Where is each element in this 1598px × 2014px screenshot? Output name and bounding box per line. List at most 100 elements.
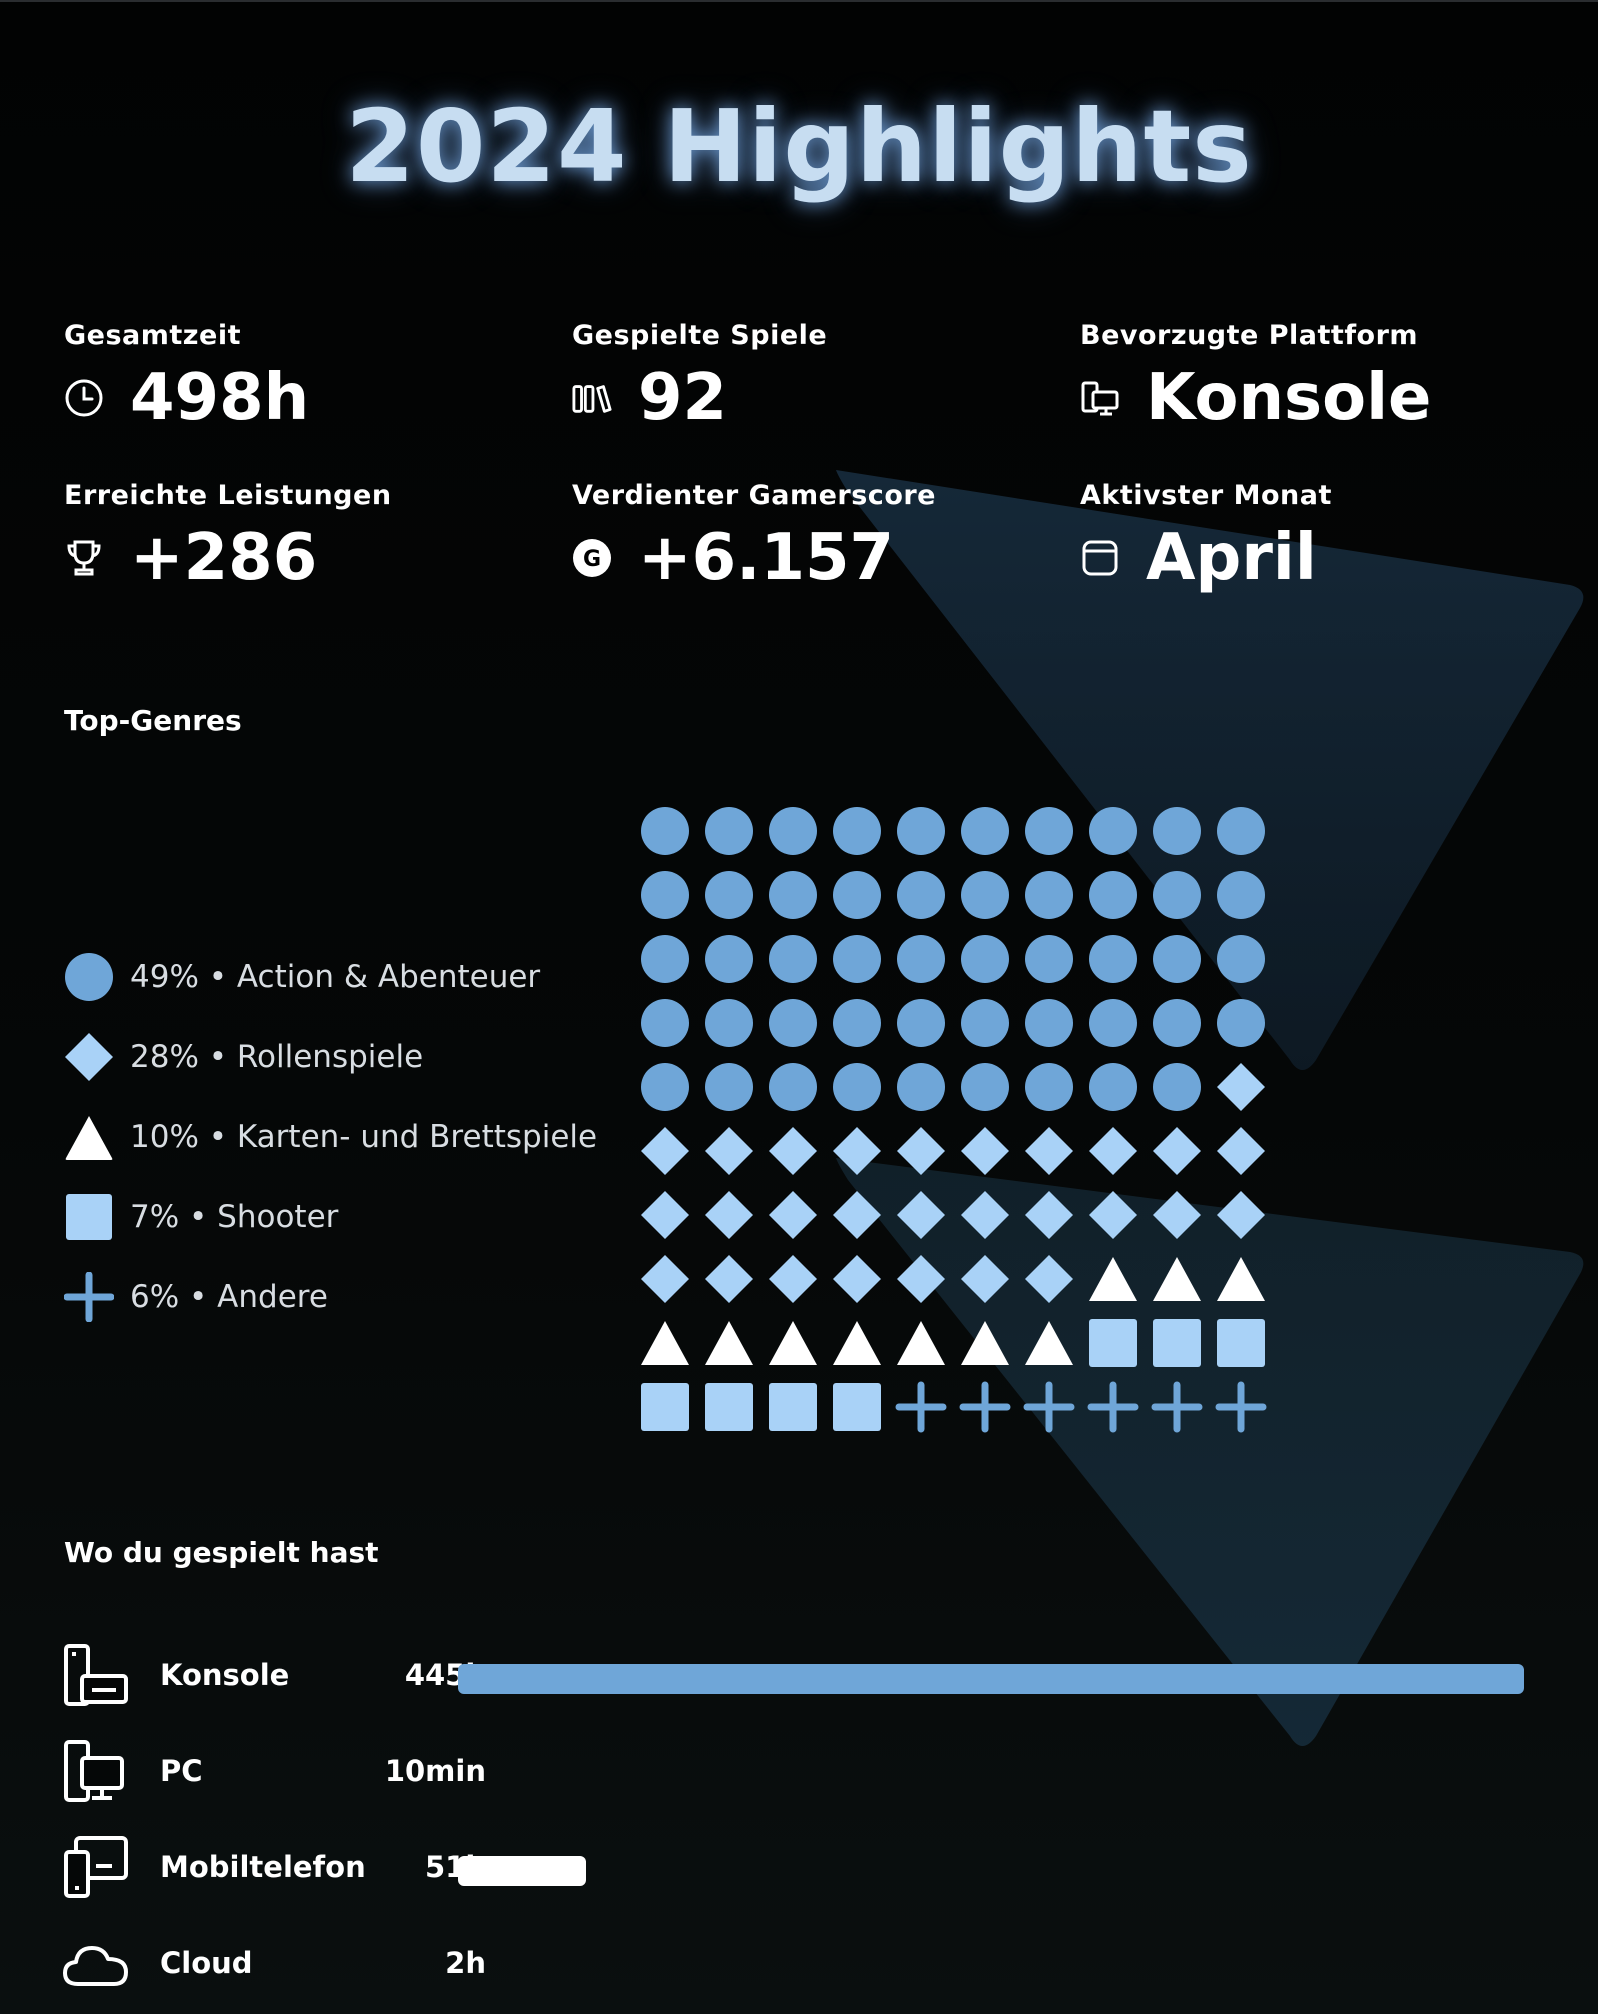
waffle-cell-triangle — [961, 1321, 1009, 1365]
device-time: 10min — [384, 1754, 486, 1788]
waffle-cell-circle — [833, 1063, 881, 1111]
stat-label: Gespielte Spiele — [572, 320, 828, 351]
waffle-cell-diamond — [1089, 1191, 1137, 1239]
diamond-icon — [65, 1033, 113, 1081]
waffle-cell-diamond — [705, 1255, 753, 1303]
device-name: Cloud — [160, 1946, 253, 1980]
waffle-cell-circle — [1025, 807, 1073, 855]
waffle-cell-triangle — [1089, 1257, 1137, 1301]
cloud-icon — [63, 1946, 128, 1986]
triangle-icon — [65, 1116, 113, 1160]
waffle-cell-square — [641, 1383, 689, 1431]
waffle-cell-circle — [769, 1063, 817, 1111]
waffle-cell-circle — [1089, 871, 1137, 919]
stat-value: +286 — [130, 521, 318, 595]
device-name: Mobiltelefon — [160, 1850, 366, 1884]
waffle-cell-circle — [1025, 871, 1073, 919]
waffle-cell-circle — [897, 1063, 945, 1111]
waffle-cell-plus — [959, 1381, 1011, 1433]
waffle-cell-triangle — [705, 1321, 753, 1365]
waffle-cell-square — [1153, 1319, 1201, 1367]
waffle-cell-diamond — [705, 1191, 753, 1239]
waffle-cell-circle — [641, 1063, 689, 1111]
page-title: 2024 Highlights — [345, 88, 1253, 205]
stat-value: Konsole — [1146, 361, 1432, 435]
waffle-cell-diamond — [1089, 1127, 1137, 1175]
waffle-cell-circle — [705, 935, 753, 983]
circle-icon — [65, 953, 113, 1001]
waffle-cell-circle — [641, 935, 689, 983]
waffle-cell-circle — [1217, 807, 1265, 855]
waffle-cell-square — [1089, 1319, 1137, 1367]
waffle-cell-plus — [895, 1381, 947, 1433]
pc-icon — [64, 1740, 124, 1802]
waffle-cell-circle — [1217, 999, 1265, 1047]
waffle-cell-circle — [1025, 999, 1073, 1047]
waffle-cell-triangle — [897, 1321, 945, 1365]
top-divider — [0, 0, 1598, 2]
waffle-cell-circle — [1025, 935, 1073, 983]
waffle-cell-diamond — [897, 1255, 945, 1303]
devices-title: Wo du gespielt hast — [64, 1536, 379, 1569]
device-name: Konsole — [160, 1658, 290, 1692]
waffle-cell-square — [1217, 1319, 1265, 1367]
waffle-cell-circle — [961, 935, 1009, 983]
waffle-cell-diamond — [769, 1127, 817, 1175]
waffle-cell-diamond — [1217, 1127, 1265, 1175]
waffle-cell-diamond — [1025, 1191, 1073, 1239]
legend-label: 10% • Karten- und Brettspiele — [130, 1119, 598, 1155]
stat-gamerscore: Verdienter Gamerscore G +6.157 — [572, 480, 1052, 593]
waffle-cell-diamond — [833, 1191, 881, 1239]
legend-item-card-board: 10% • Karten- und Brettspiele — [64, 1097, 597, 1177]
waffle-cell-circle — [705, 871, 753, 919]
stat-achievements: Erreichte Leistungen +286 — [64, 480, 544, 593]
waffle-cell-circle — [897, 807, 945, 855]
stat-most-active-month: Aktivster Monat April — [1080, 480, 1560, 593]
waffle-cell-square — [705, 1383, 753, 1431]
waffle-cell-plus — [1215, 1381, 1267, 1433]
waffle-cell-plus — [1151, 1381, 1203, 1433]
waffle-cell-circle — [1153, 1063, 1201, 1111]
waffle-cell-triangle — [769, 1321, 817, 1365]
device-bar — [458, 1856, 586, 1886]
legend-label: 28% • Rollenspiele — [130, 1039, 424, 1075]
waffle-cell-plus — [1087, 1381, 1139, 1433]
waffle-cell-triangle — [833, 1321, 881, 1365]
waffle-cell-circle — [769, 871, 817, 919]
waffle-cell-circle — [1025, 1063, 1073, 1111]
waffle-cell-diamond — [961, 1191, 1009, 1239]
waffle-cell-diamond — [1025, 1255, 1073, 1303]
stat-value: 92 — [638, 361, 728, 435]
waffle-cell-circle — [961, 999, 1009, 1047]
waffle-cell-diamond — [897, 1191, 945, 1239]
waffle-cell-diamond — [1153, 1127, 1201, 1175]
waffle-cell-circle — [769, 807, 817, 855]
waffle-cell-circle — [1217, 935, 1265, 983]
stat-games-played: Gespielte Spiele 92 — [572, 320, 1052, 433]
device-row-cloud: Cloud 2h — [62, 1928, 1542, 1998]
stat-preferred-platform: Bevorzugte Plattform Konsole — [1080, 320, 1560, 433]
waffle-cell-diamond — [641, 1127, 689, 1175]
game-library-icon — [572, 378, 612, 418]
svg-text:G: G — [583, 547, 601, 572]
legend-item-shooter: 7% • Shooter — [64, 1177, 597, 1257]
waffle-cell-diamond — [897, 1127, 945, 1175]
waffle-cell-diamond — [641, 1191, 689, 1239]
device-name: PC — [160, 1754, 203, 1788]
waffle-cell-circle — [1153, 935, 1201, 983]
waffle-cell-circle — [1153, 871, 1201, 919]
waffle-cell-circle — [897, 871, 945, 919]
waffle-cell-diamond — [769, 1255, 817, 1303]
waffle-cell-square — [833, 1383, 881, 1431]
waffle-cell-circle — [833, 871, 881, 919]
mobile-phone-icon — [64, 1836, 128, 1898]
device-time: 2h — [445, 1946, 486, 1980]
waffle-cell-circle — [833, 935, 881, 983]
waffle-cell-triangle — [1217, 1257, 1265, 1301]
legend-item-other: 6% • Andere — [64, 1257, 597, 1337]
console-icon — [64, 1644, 128, 1706]
genre-legend: 49% • Action & Abenteuer 28% • Rollenspi… — [64, 937, 597, 1337]
stat-total-time: Gesamtzeit 498h — [64, 320, 544, 433]
waffle-cell-circle — [705, 999, 753, 1047]
